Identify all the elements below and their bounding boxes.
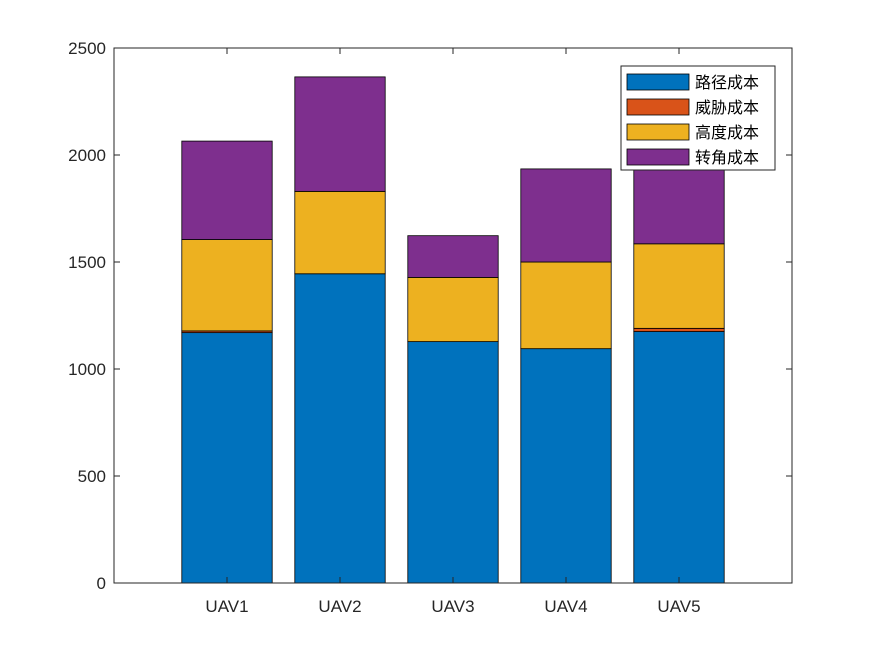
x-tick-label: UAV2 — [318, 597, 361, 616]
y-tick-label: 2500 — [68, 39, 106, 58]
y-tick-label: 500 — [78, 467, 106, 486]
legend-label: 威胁成本 — [695, 98, 759, 117]
bar-uav3-series-3 — [407, 277, 499, 343]
bar-uav2-series-3 — [294, 190, 386, 275]
x-axis: UAV1 UAV2 UAV3 UAV4 UAV5 — [205, 48, 701, 616]
legend-swatch — [626, 123, 690, 141]
bar-uav1-series-3 — [181, 239, 273, 332]
legend-label: 转角成本 — [695, 148, 759, 167]
bar-uav4-series-4 — [520, 168, 612, 263]
y-tick-label: 1000 — [68, 360, 106, 379]
x-tick-label: UAV4 — [544, 597, 587, 616]
legend-label: 高度成本 — [695, 123, 759, 142]
bar-uav1-series-4 — [181, 140, 273, 240]
bar-uav4-series-3 — [520, 261, 612, 350]
bar-uav5-series-3 — [633, 243, 725, 329]
y-tick-label: 1500 — [68, 253, 106, 272]
bar-uav2-series-1 — [294, 273, 386, 584]
bars-layer — [181, 76, 725, 584]
bar-uav5-series-1 — [633, 331, 725, 584]
y-tick-label: 0 — [97, 574, 106, 593]
x-tick-label: UAV5 — [657, 597, 700, 616]
bar-uav4-series-1 — [520, 348, 612, 584]
bar-uav5-series-2 — [633, 327, 725, 332]
x-tick-label: UAV3 — [431, 597, 474, 616]
x-tick-label: UAV1 — [205, 597, 248, 616]
bar-uav1-series-1 — [181, 332, 273, 584]
legend-swatch — [626, 98, 690, 116]
legend-label: 路径成本 — [695, 73, 759, 92]
legend-swatch — [626, 148, 690, 166]
y-tick-label: 2000 — [68, 146, 106, 165]
legend-swatch — [626, 73, 690, 91]
bar-uav3-series-4 — [407, 235, 499, 278]
y-axis: 0 500 1000 1500 2000 2500 — [68, 39, 792, 593]
bar-uav2-series-4 — [294, 76, 386, 192]
bar-uav3-series-1 — [407, 341, 499, 584]
